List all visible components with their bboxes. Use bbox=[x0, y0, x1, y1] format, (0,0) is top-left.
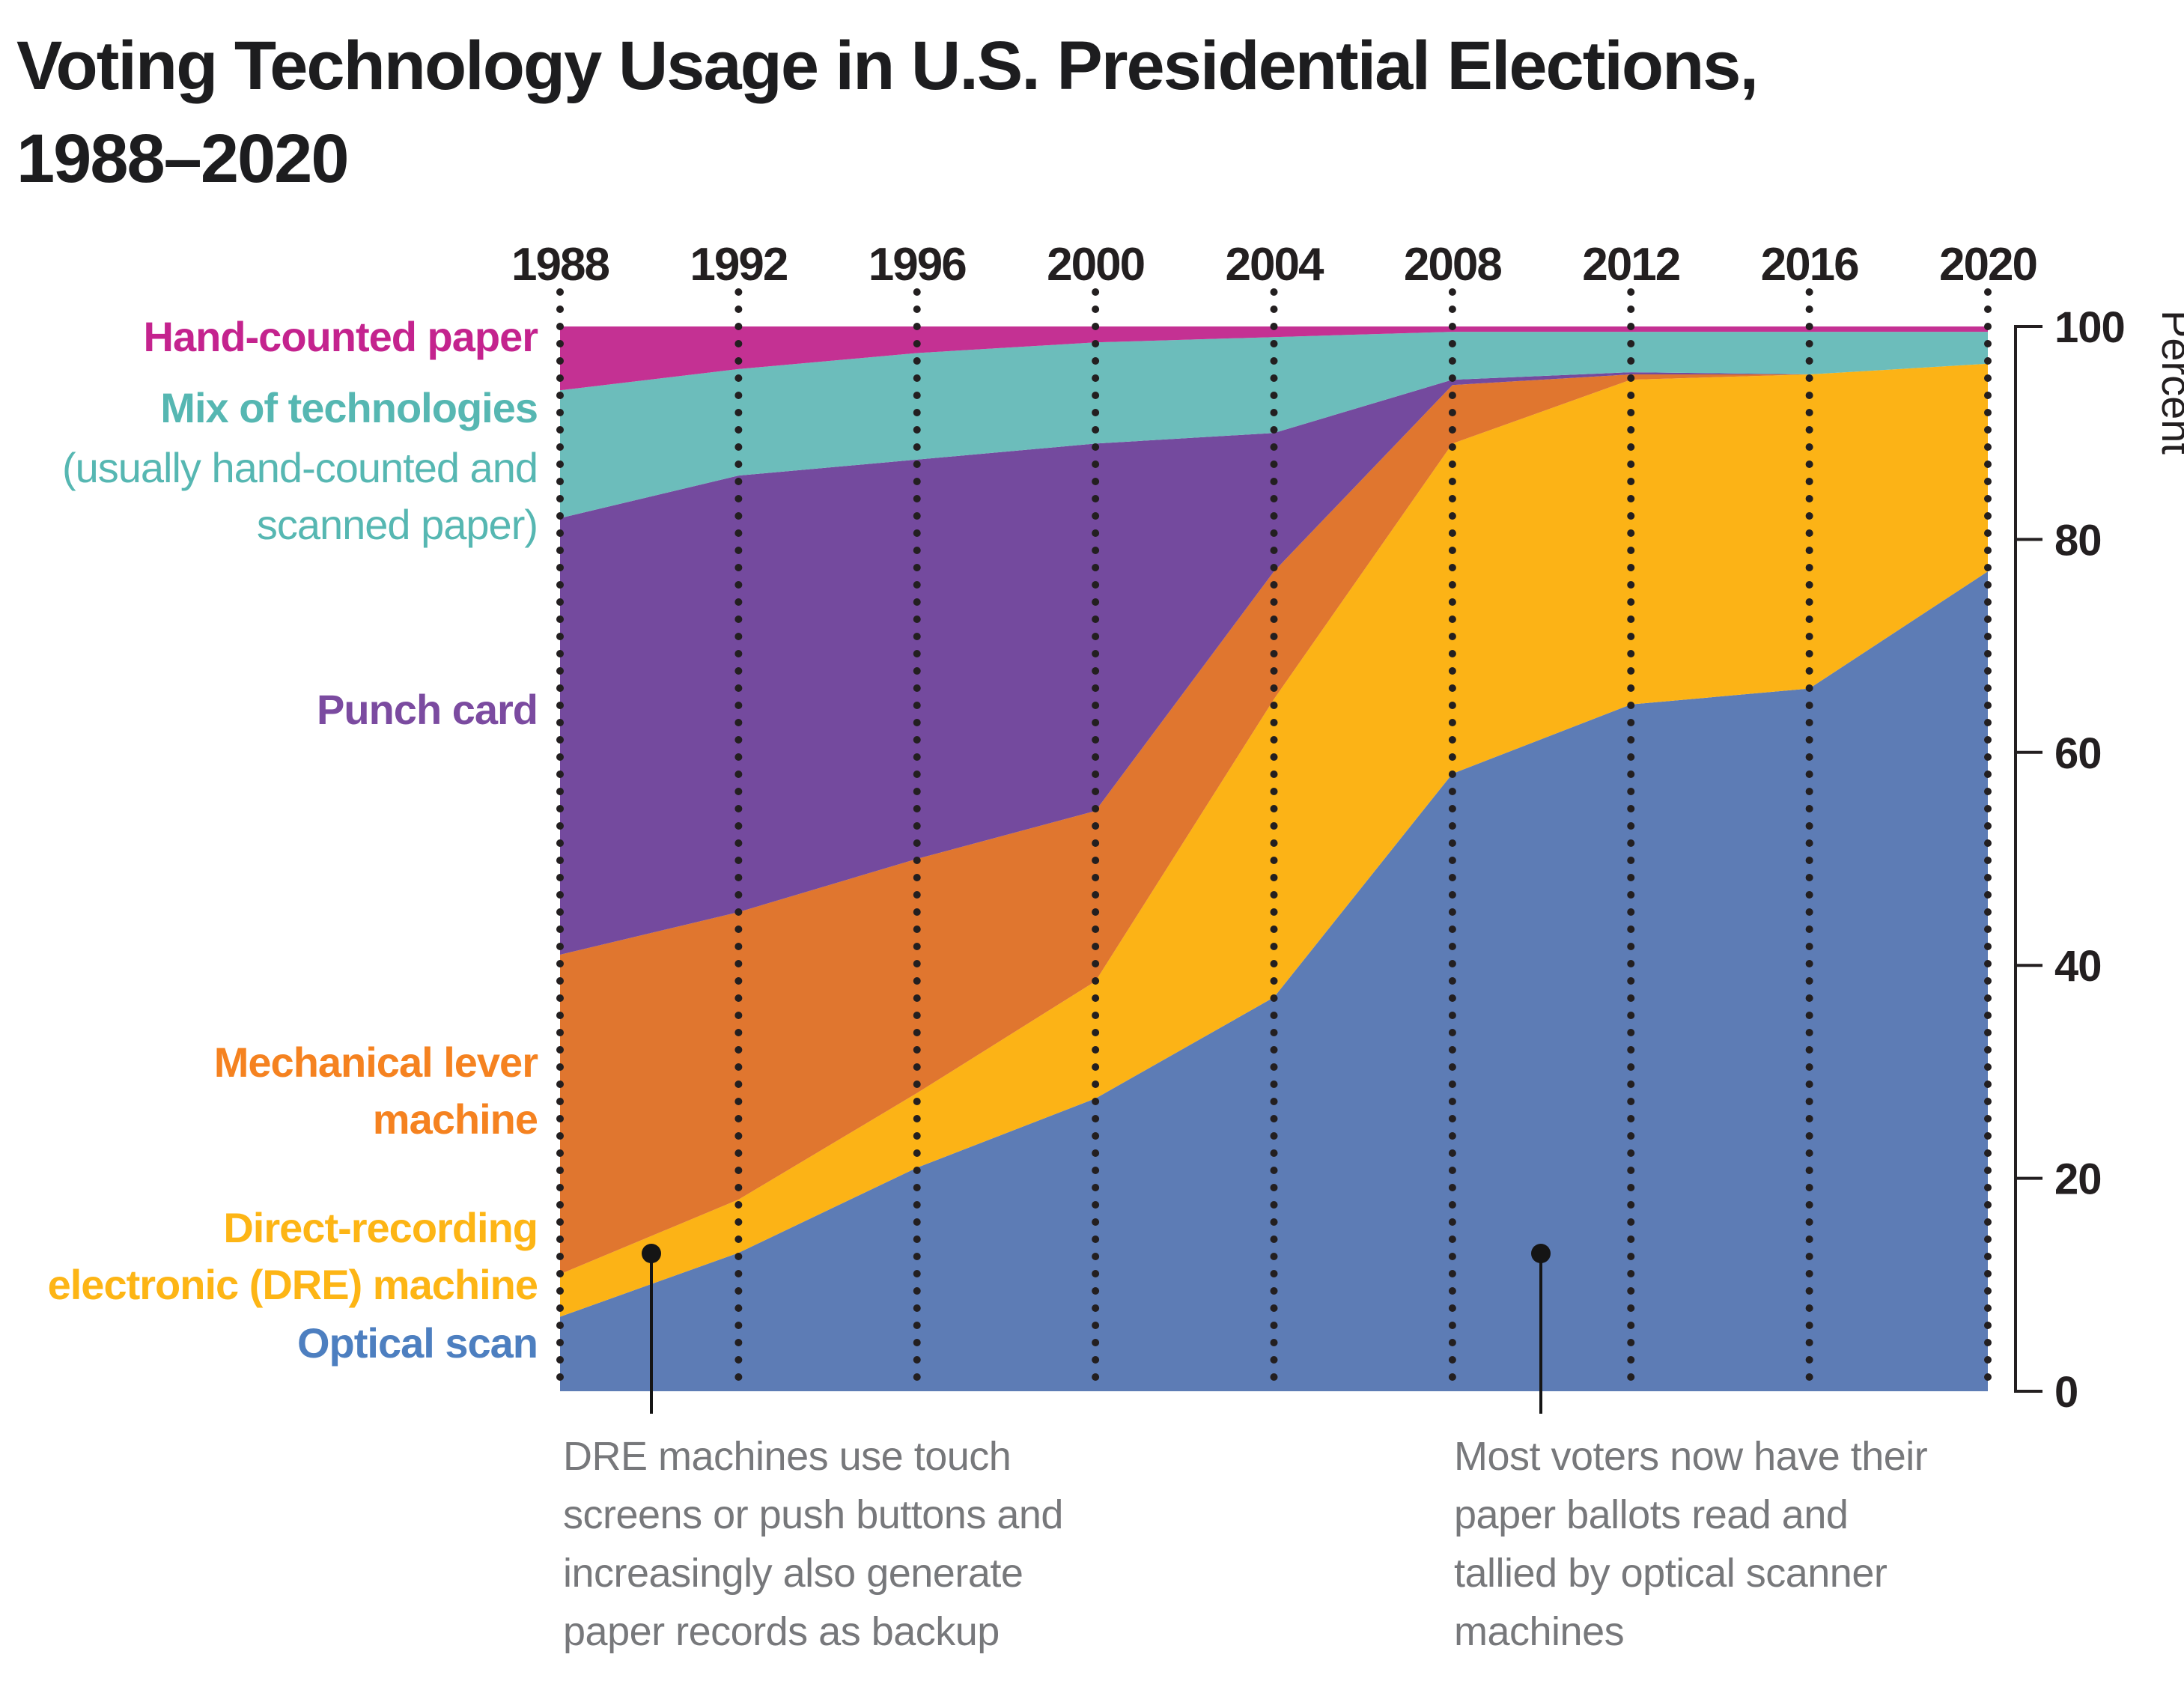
y-axis-tick-label-20: 20 bbox=[2054, 1155, 2102, 1204]
y-axis-tick-label-40: 40 bbox=[2054, 942, 2102, 991]
annotation-optical-scanners: Most voters now have their paper ballots… bbox=[1454, 1434, 1928, 1654]
annotation-callout-dot-2 bbox=[1531, 1244, 1551, 1263]
year-label-2004: 2004 bbox=[1226, 239, 1324, 291]
annotation-dre-machines: DRE machines use touch screens or push b… bbox=[563, 1434, 1063, 1654]
y-axis-title: Percent bbox=[2153, 310, 2184, 455]
y-axis-tick-label-0: 0 bbox=[2054, 1368, 2078, 1417]
y-axis-line bbox=[2014, 325, 2042, 1393]
year-label-2000: 2000 bbox=[1047, 239, 1144, 291]
legend-label-punch-card: Punch card bbox=[317, 686, 538, 733]
y-axis-tick-label-60: 60 bbox=[2054, 729, 2102, 778]
legend-label-optical-scan: Optical scan bbox=[296, 1319, 538, 1367]
year-label-2008: 2008 bbox=[1404, 239, 1501, 291]
year-label-2016: 2016 bbox=[1761, 239, 1858, 291]
legend-label-hand-counted-paper: Hand-counted paper bbox=[143, 313, 538, 360]
annotation-callout-dot-1 bbox=[642, 1244, 661, 1263]
year-label-2012: 2012 bbox=[1582, 239, 1679, 291]
y-axis-tick-label-80: 80 bbox=[2054, 516, 2102, 565]
legend-label-dre-machine: Direct-recording electronic (DRE) machin… bbox=[47, 1204, 538, 1308]
legend-label-mix-of-technologies: Mix of technologies bbox=[160, 384, 538, 431]
year-label-1992: 1992 bbox=[690, 239, 787, 291]
legend-label-mix-of-technologies-subtext: (usually hand-counted and scanned paper) bbox=[61, 444, 538, 548]
page-title: Voting Technology Usage in U.S. Presiden… bbox=[16, 28, 1759, 197]
legend-label-mechanical-lever-machine: Mechanical lever machine bbox=[213, 1039, 538, 1143]
year-label-2020: 2020 bbox=[1939, 239, 2037, 291]
year-label-1988: 1988 bbox=[511, 239, 609, 291]
year-label-1996: 1996 bbox=[869, 239, 966, 291]
y-axis-tick-label-100: 100 bbox=[2054, 303, 2125, 352]
